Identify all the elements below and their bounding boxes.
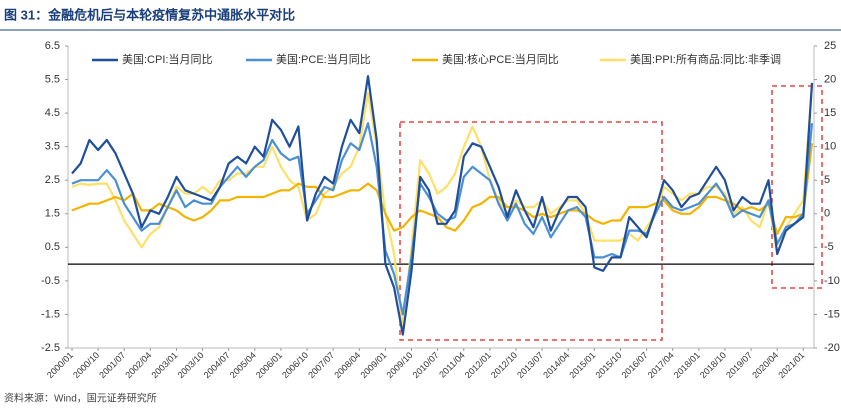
x-tick-label: 2015/10 — [593, 350, 623, 380]
x-tick-label: 2009/10 — [385, 350, 415, 380]
y2-tick-label: -10 — [824, 275, 840, 287]
x-tick-label: 2014/04 — [541, 350, 571, 380]
highlight-box — [399, 121, 663, 341]
chart-title: 图 31：金融危机后与本轮疫情复苏中通胀水平对比 — [4, 7, 295, 22]
y2-tick-label: -15 — [824, 308, 840, 320]
legend-label: 美国:核心PCE:当月同比 — [442, 52, 559, 66]
x-tick-label: 2000/01 — [45, 350, 75, 380]
x-tick-label: 2011/04 — [437, 350, 467, 380]
x-tick-label: 2005/04 — [228, 350, 258, 380]
x-tick-label: 2006/01 — [254, 350, 284, 380]
x-tick-label: 2012/10 — [489, 350, 519, 380]
x-tick-label: 2002/04 — [123, 350, 153, 380]
y2-tick-label: 10 — [824, 141, 836, 153]
legend-label: 美国:PCE:当月同比 — [276, 52, 371, 66]
y-tick-label: -0.5 — [41, 275, 60, 287]
x-tick-label: 2004/07 — [202, 350, 232, 380]
y-tick-label: 5.5 — [45, 73, 60, 85]
y-tick-label: -1.5 — [41, 308, 60, 320]
x-tick-label: 2003/10 — [176, 350, 206, 380]
x-tick-label: 2021/01 — [776, 350, 806, 380]
x-tick-label: 2009/01 — [358, 350, 388, 380]
x-tick-label: 2018/10 — [698, 350, 728, 380]
y2-tick-label: 5 — [824, 174, 830, 186]
legend-label: 美国:CPI:当月同比 — [122, 52, 212, 66]
series-line — [71, 143, 814, 235]
series-line — [71, 122, 814, 316]
y-tick-label: 6.5 — [45, 40, 60, 52]
x-tick-label: 2007/07 — [306, 350, 336, 380]
y-tick-label: 4.5 — [45, 107, 60, 119]
x-tick-label: 2012/01 — [463, 350, 493, 380]
series-line — [71, 75, 814, 336]
y2-tick-label: 25 — [824, 40, 836, 52]
y-tick-label: 3.5 — [45, 141, 60, 153]
y2-tick-label: 0 — [824, 208, 830, 220]
y-tick-label: -2.5 — [41, 342, 60, 354]
x-tick-label: 2006/10 — [280, 350, 310, 380]
x-tick-label: 2018/01 — [672, 350, 702, 380]
y2-tick-label: -5 — [824, 241, 834, 253]
x-tick-label: 2016/07 — [620, 350, 650, 380]
x-tick-label: 2001/07 — [97, 350, 127, 380]
x-tick-label: 2000/10 — [71, 350, 101, 380]
x-tick-label: 2013/07 — [515, 350, 545, 380]
y2-tick-label: 15 — [824, 107, 836, 119]
y2-tick-label: -20 — [824, 342, 840, 354]
legend-label: 美国:PPI:所有商品:同比:非季调 — [630, 52, 781, 66]
x-tick-label: 2017/04 — [646, 350, 676, 380]
x-tick-label: 2003/01 — [149, 350, 179, 380]
y-tick-label: 0.5 — [45, 241, 60, 253]
x-tick-label: 2020/04 — [750, 350, 780, 380]
y-tick-label: 2.5 — [45, 174, 60, 186]
y-tick-label: 1.5 — [45, 208, 60, 220]
y2-tick-label: 20 — [824, 73, 836, 85]
x-tick-label: 2010/07 — [411, 350, 441, 380]
x-tick-label: 2008/04 — [332, 350, 362, 380]
source-note: 资料来源：Wind，国元证券研究所 — [4, 392, 157, 405]
x-tick-label: 2015/01 — [567, 350, 597, 380]
series-line — [71, 86, 814, 329]
x-tick-label: 2019/07 — [724, 350, 754, 380]
